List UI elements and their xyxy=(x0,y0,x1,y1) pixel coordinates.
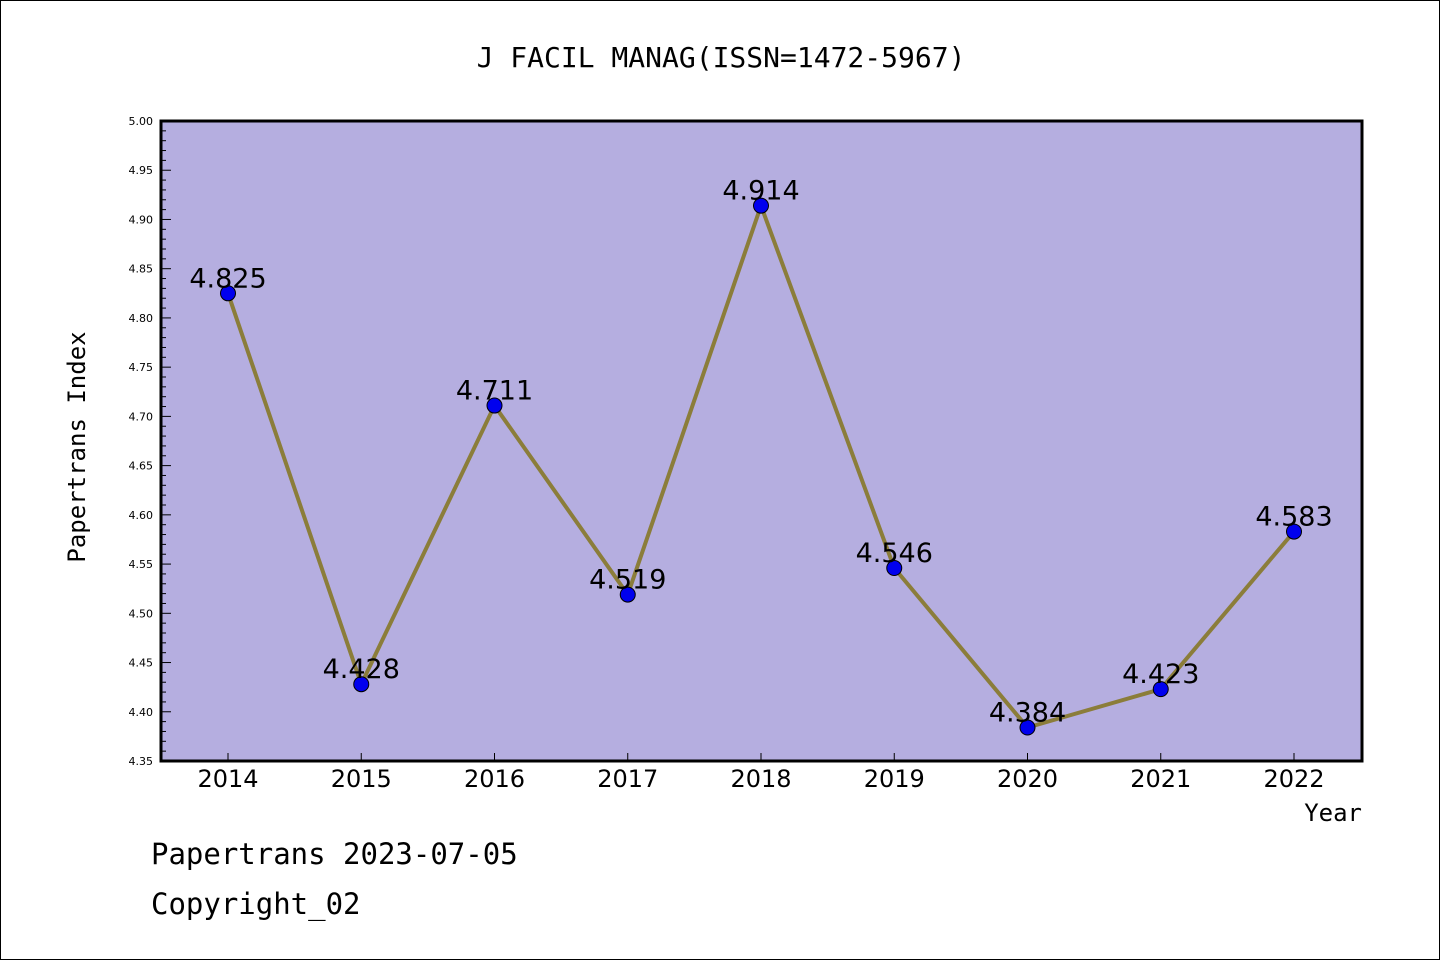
y-tick-label: 4.40 xyxy=(129,706,154,719)
data-label-2020: 4.384 xyxy=(989,698,1066,729)
y-tick-label: 4.65 xyxy=(129,460,154,473)
data-label-2018: 4.914 xyxy=(722,176,799,207)
y-tick-label: 4.75 xyxy=(129,361,154,374)
y-tick-label: 4.50 xyxy=(129,607,154,620)
data-label-2017: 4.519 xyxy=(589,565,666,596)
data-point-2016 xyxy=(486,397,503,414)
y-tick-label: 4.70 xyxy=(129,410,154,423)
plot-area xyxy=(159,119,1364,763)
x-tick-label: 2018 xyxy=(730,765,791,793)
data-point-2019 xyxy=(886,560,903,577)
data-point-2018 xyxy=(753,197,769,214)
x-tick-label: 2021 xyxy=(1130,765,1191,793)
x-axis: 2014 2015 2016 2017 2018 2019 2020 2021 2022 xyxy=(197,753,1325,793)
x-tick-label: 2016 xyxy=(464,765,525,793)
data-point-2020 xyxy=(1019,719,1036,736)
y-tick-label: 4.85 xyxy=(129,263,154,276)
x-tick-label: 2017 xyxy=(597,765,658,793)
x-tick-label: 2014 xyxy=(197,765,258,793)
x-tick-label: 2022 xyxy=(1263,765,1324,793)
y-tick-label: 4.60 xyxy=(129,509,154,522)
footer-copyright-text: Copyright_02 xyxy=(151,887,361,921)
data-label-2022: 4.583 xyxy=(1255,502,1332,533)
y-tick-label: 4.55 xyxy=(129,558,154,571)
y-tick-label: 4.90 xyxy=(129,213,154,226)
y-axis-label: Papertrans Index xyxy=(63,331,91,562)
data-label-2016: 4.711 xyxy=(456,376,533,407)
x-tick-label: 2020 xyxy=(997,765,1058,793)
x-tick-label: 2019 xyxy=(864,765,925,793)
data-label-2019: 4.546 xyxy=(856,538,933,569)
x-tick-label: 2015 xyxy=(331,765,392,793)
footer-date-text: Papertrans 2023-07-05 xyxy=(151,837,518,871)
y-tick-label: 5.00 xyxy=(129,115,154,128)
data-point-2015 xyxy=(353,676,370,693)
data-point-2022 xyxy=(1286,523,1302,540)
data-label-2015: 4.428 xyxy=(323,654,400,685)
chart-title: J FACIL MANAG(ISSN=1472-5967) xyxy=(477,41,966,74)
y-axis: 4.35 4.40 4.45 4.50 4.55 4.60 4.65 4.70 4.75 4.80… xyxy=(129,115,171,768)
data-point-2017 xyxy=(619,586,636,603)
y-tick-label: 4.35 xyxy=(129,755,154,768)
data-point-2014 xyxy=(220,285,236,302)
y-tick-label: 4.45 xyxy=(129,657,154,670)
data-label-2014: 4.825 xyxy=(189,263,266,294)
y-tick-label: 4.80 xyxy=(129,312,154,325)
x-axis-label: Year xyxy=(1304,799,1362,827)
series-papertrans-index: 4.825 4.428 4.711 4.519 4.914 4.546 4.384 4.423… xyxy=(189,176,1333,736)
y-tick-label: 4.95 xyxy=(129,164,154,177)
data-point-2021 xyxy=(1152,681,1169,698)
data-label-2021: 4.423 xyxy=(1122,659,1199,690)
